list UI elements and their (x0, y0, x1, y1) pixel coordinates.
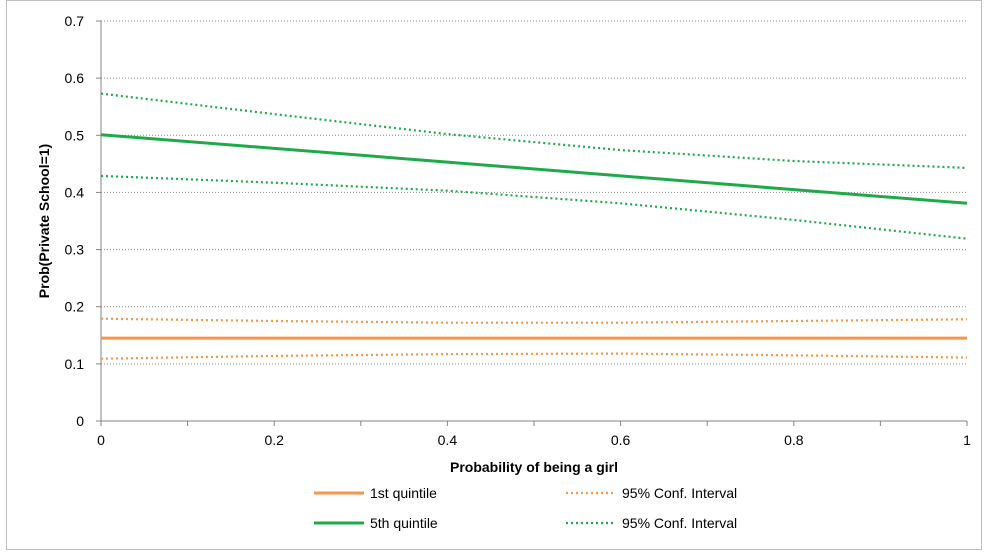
ci-line-1 (100, 317, 968, 324)
legend-label: 5th quintile (370, 515, 438, 531)
x-axis-title: Probability of being a girl (450, 459, 618, 475)
y-axis-title: Prob(Private School=1) (36, 144, 52, 298)
y-tick-label: 0.1 (65, 356, 85, 372)
gridlines (101, 20, 967, 365)
tick-labels: 0 0.1 0.2 0.3 0.4 0.5 0.6 0.7 0 0.2 0.4 0.6 0.8 1 (65, 13, 972, 448)
series-line-3 (100, 133, 968, 205)
x-tick-label: 0.2 (264, 432, 284, 448)
x-tick-label: 0.8 (784, 432, 804, 448)
y-tick-label: 0.5 (65, 127, 85, 143)
series-layer (100, 92, 968, 360)
y-tick-label: 0.4 (65, 184, 85, 200)
legend-label: 95% Conf. Interval (622, 515, 737, 531)
y-tick-label: 0.2 (65, 299, 85, 315)
x-tick-label: 1 (963, 432, 971, 448)
x-tick-label: 0.4 (438, 432, 458, 448)
x-tick-label: 0.6 (611, 432, 631, 448)
legend-label: 95% Conf. Interval (622, 485, 737, 501)
legend-label: 1st quintile (370, 485, 437, 501)
legend: 1st quintile 95% Conf. Interval 5th quinti… (314, 485, 737, 531)
y-tick-label: 0.6 (65, 70, 85, 86)
ci-line-4 (100, 92, 968, 169)
y-tick-label: 0 (76, 413, 84, 429)
y-tick-label: 0.7 (65, 13, 85, 29)
chart-frame (6, 0, 982, 550)
ci-line-2 (100, 352, 968, 360)
ci-line-5 (100, 174, 968, 240)
x-tick-label: 0 (97, 432, 105, 448)
y-tick-label: 0.3 (65, 242, 85, 258)
axes (96, 20, 968, 426)
